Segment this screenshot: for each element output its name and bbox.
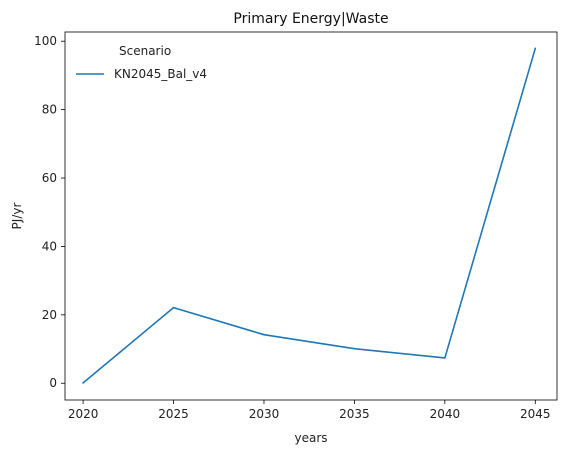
legend-label: KN2045_Bal_v4: [114, 67, 207, 81]
data-point: [534, 47, 537, 50]
y-tick-label: 100: [34, 34, 57, 48]
legend-title: Scenario: [119, 44, 171, 58]
data-point: [444, 357, 446, 359]
x-tick-label: 2030: [249, 407, 280, 421]
x-tick-label: 2035: [339, 407, 370, 421]
data-point: [172, 306, 175, 309]
y-tick-label: 40: [42, 239, 57, 253]
plot-area: [64, 31, 558, 401]
series-line-KN2045_Bal_v4: [82, 47, 537, 384]
y-tick-label: 60: [42, 171, 57, 185]
x-tick-label: 2040: [430, 407, 461, 421]
data-point: [263, 333, 265, 336]
series-layer: [82, 47, 537, 384]
x-axis: 2020 2025 2030 2035 2040 2045: [68, 400, 551, 421]
y-axis-label: PJ/yr: [10, 203, 24, 230]
x-axis-label: years: [294, 431, 327, 445]
y-tick-label: 80: [42, 103, 57, 117]
y-tick-label: 20: [42, 308, 57, 322]
x-tick-label: 2020: [68, 407, 99, 421]
legend: Scenario KN2045_Bal_v4: [76, 44, 207, 81]
y-axis: 0 20 40 60 80 100: [34, 34, 65, 390]
x-tick-label: 2045: [520, 407, 551, 421]
chart-title: Primary Energy|Waste: [233, 11, 388, 27]
data-point: [353, 347, 356, 350]
data-point: [82, 382, 84, 384]
x-tick-label: 2025: [158, 407, 189, 421]
y-tick-label: 0: [49, 376, 57, 390]
